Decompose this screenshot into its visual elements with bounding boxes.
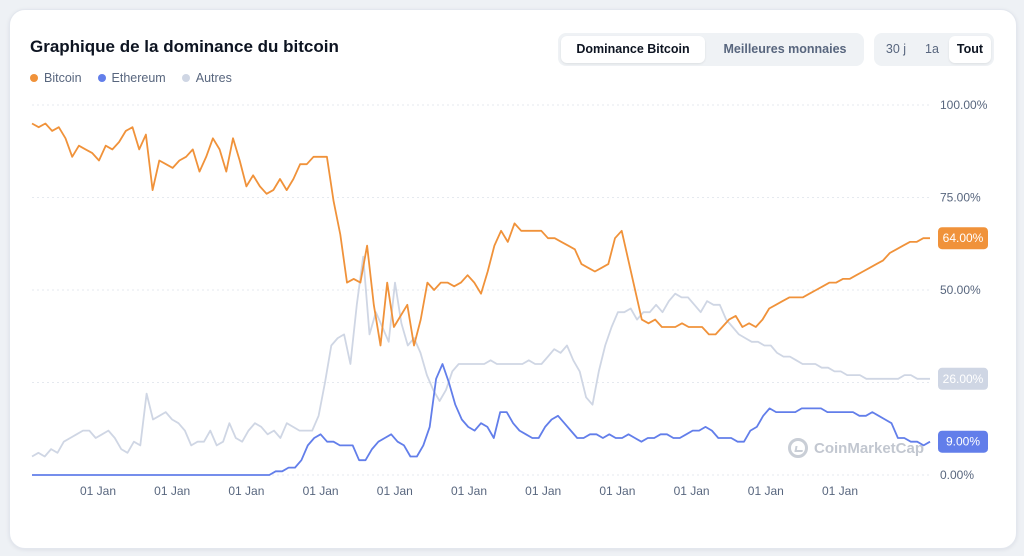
x-tick-label: 01 Jan <box>674 484 710 498</box>
current-value-badge-bitcoin: 64.00% <box>938 227 988 250</box>
badge-label: 64.00% <box>943 231 984 245</box>
x-tick-label: 01 Jan <box>748 484 784 498</box>
x-tick-label: 01 Jan <box>822 484 858 498</box>
y-tick-label: 100.00% <box>940 98 988 112</box>
view-tab-group: Dominance Bitcoin Meilleures monnaies <box>558 33 864 66</box>
watermark-text: CoinMarketCap <box>814 439 925 457</box>
series-line-bitcoin <box>31 122 930 347</box>
coinmarketcap-logo-icon <box>788 438 808 458</box>
badge-label: 26.00% <box>943 372 984 386</box>
range-tab-30d[interactable]: 30 j <box>885 42 907 56</box>
badge-label: 9.00% <box>946 435 980 449</box>
y-tick-label: 75.00% <box>940 191 981 205</box>
range-tab-1y[interactable]: 1a <box>925 42 939 56</box>
badge-background <box>938 430 988 453</box>
x-tick-label: 01 Jan <box>154 484 190 498</box>
tab-bitcoin-dominance[interactable]: Dominance Bitcoin <box>561 36 705 63</box>
tab-top-coins[interactable]: Meilleures monnaies <box>723 42 847 56</box>
chart-legend: Bitcoin Ethereum Autres <box>30 71 232 85</box>
range-tab-all[interactable]: Tout <box>949 36 991 63</box>
coinmarketcap-watermark: CoinMarketCap <box>788 438 924 458</box>
autres-legend-dot-icon <box>181 74 190 82</box>
chart-title: Graphique de la dominance du bitcoin <box>30 37 339 56</box>
bitcoin-legend-dot-icon <box>30 74 38 82</box>
legend-item-ethereum[interactable]: Ethereum <box>97 71 166 85</box>
y-tick-label: 50.00% <box>940 283 981 297</box>
series-line-autres <box>31 255 930 458</box>
y-tick-label: 0.00% <box>940 468 974 482</box>
x-tick-label: 01 Jan <box>377 484 413 498</box>
x-tick-label: 01 Jan <box>451 484 487 498</box>
x-tick-label: 01 Jan <box>599 484 635 498</box>
legend-item-autres[interactable]: Autres <box>181 71 232 85</box>
series-line-ethereum <box>32 363 931 476</box>
badge-background <box>938 227 988 250</box>
x-tick-label: 01 Jan <box>303 484 339 498</box>
legend-item-bitcoin[interactable]: Bitcoin <box>30 71 82 85</box>
legend-label-ethereum: Ethereum <box>111 71 166 85</box>
current-value-badge-ethereum: 9.00% <box>938 430 988 453</box>
badge-background <box>938 367 988 390</box>
legend-label-autres: Autres <box>195 71 232 85</box>
x-tick-label: 01 Jan <box>525 484 561 498</box>
x-tick-label: 01 Jan <box>80 484 116 498</box>
ethereum-legend-dot-icon <box>97 74 106 82</box>
x-tick-label: 01 Jan <box>228 484 264 498</box>
current-value-badge-autres: 26.00% <box>938 367 988 390</box>
range-tab-group: 30 j 1a Tout <box>874 33 994 66</box>
legend-label-bitcoin: Bitcoin <box>44 71 82 85</box>
